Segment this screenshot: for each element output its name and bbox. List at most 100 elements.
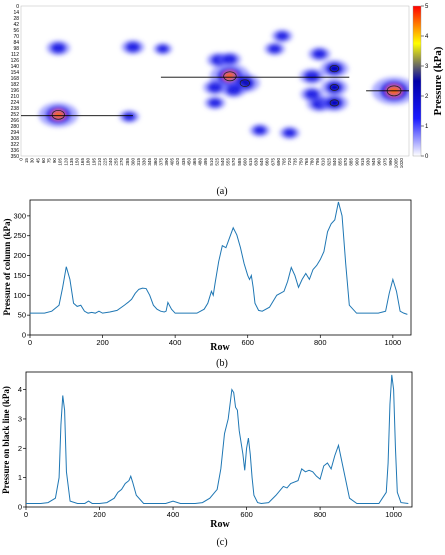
- heatmap-y-tick-label: 252: [11, 112, 20, 118]
- heatmap-core: [312, 49, 327, 59]
- heatmap-peak: [51, 109, 66, 120]
- heatmap-y-ticks: 0142842567084981121261401541681821962102…: [11, 4, 20, 160]
- heatmap-core: [275, 31, 289, 41]
- heatmap-core: [304, 89, 320, 100]
- heatmap-x-tick-label: 285: [125, 158, 130, 166]
- heatmap-y-tick-label: 350: [11, 154, 20, 160]
- heatmap-x-tick-label: 975: [382, 158, 387, 166]
- heatmap-x-tick-label: 555: [226, 158, 231, 166]
- heatmap-x-tick-label: 420: [175, 158, 180, 166]
- heatmap-x-tick-label: 495: [203, 158, 208, 166]
- heatmap-x-tick-label: 360: [153, 158, 158, 166]
- colorbar-tick-label: 5: [425, 4, 429, 10]
- heatmap-peak: [329, 65, 340, 73]
- x-tick-label: 600: [241, 338, 254, 347]
- heatmap-x-tick-label: 885: [349, 158, 354, 166]
- heatmap-core: [304, 70, 320, 82]
- heatmap-y-tick-label: 112: [11, 52, 19, 58]
- heatmap-x-tick-label: 225: [102, 158, 107, 166]
- x-tick-label: 800: [314, 338, 327, 347]
- heatmap-y-tick-label: 168: [11, 76, 20, 82]
- x-tick-label: 800: [314, 510, 327, 519]
- heatmap-x-tick-label: 315: [136, 158, 141, 166]
- heatmap-x-tick-label: 180: [86, 158, 91, 166]
- heatmap-x-tick-label: 570: [231, 158, 236, 166]
- heatmap-y-tick-label: 14: [13, 10, 19, 16]
- heatmap-x-ticks: 0 15 30 45 60 75 90 105 120 135 150 165 180 195 210 225…: [19, 158, 405, 169]
- heatmap-y-tick-label: 70: [13, 34, 19, 40]
- heatmap-x-tick-label: 30: [30, 158, 35, 164]
- heatmap-y-tick-label: 140: [11, 64, 20, 70]
- heatmap-spots: [38, 29, 409, 140]
- x-tick-label: 400: [167, 510, 180, 519]
- heatmap-x-tick-label: 150: [74, 158, 79, 166]
- heatmap-x-tick-label: 270: [119, 158, 124, 166]
- colorbar-label: Pressure (kPa): [432, 46, 444, 115]
- heatmap-x-tick-label: 675: [270, 158, 275, 166]
- y-tick-label: 0: [22, 331, 26, 340]
- heatmap-y-tick-label: 224: [11, 100, 20, 106]
- colorbar-ticks: 0 1 2 3 4 5: [421, 4, 429, 160]
- heatmap-core: [125, 42, 141, 53]
- x-tick-label: 200: [96, 338, 109, 347]
- heatmap-x-tick-label: 210: [97, 158, 102, 166]
- heatmap-core: [225, 84, 242, 96]
- heatmap-y-tick-label: 0: [16, 4, 19, 10]
- heatmap-x-tick-label: 345: [147, 158, 152, 166]
- heatmap-x-tick-label: 630: [254, 158, 259, 166]
- colorbar-tick-label: 2: [425, 94, 429, 100]
- plot-c-series-line: [26, 374, 409, 504]
- heatmap-x-tick-label: 600: [242, 158, 247, 166]
- heatmap-contour: [239, 79, 250, 87]
- heatmap-x-tick-label: 720: [287, 158, 292, 166]
- heatmap-y-tick-label: 42: [13, 22, 19, 28]
- heatmap-x-tick-label: 135: [69, 158, 74, 166]
- heatmap-core: [207, 82, 223, 93]
- heatmap-contour: [329, 99, 340, 107]
- heatmap-y-tick-label: 308: [11, 136, 20, 142]
- x-tick-label: 1000: [385, 510, 402, 519]
- y-tick-label: 1: [18, 473, 22, 482]
- heatmap-y-tick-label: 196: [11, 88, 20, 94]
- panel-a: 0142842567084981121261401541681821962102…: [11, 4, 444, 197]
- heatmap-peak: [329, 99, 340, 107]
- heatmap-x-tick-label: 330: [142, 158, 147, 166]
- heatmap-peak: [329, 84, 340, 91]
- heatmap-core: [268, 44, 282, 54]
- x-tick-label: 0: [28, 338, 32, 347]
- heatmap-y-tick-label: 210: [11, 94, 20, 100]
- heatmap-x-tick-label: 0: [19, 158, 24, 161]
- y-tick-label: 250: [13, 231, 26, 240]
- heatmap-y-tick-label: 280: [11, 124, 20, 130]
- heatmap-black-lines: [21, 76, 409, 117]
- heatmap-y-tick-label: 98: [13, 46, 19, 52]
- heatmap-x-tick-label: 300: [130, 158, 135, 166]
- plot-c-frame: [25, 371, 413, 508]
- heatmap-x-tick-label: 1005: [393, 158, 398, 169]
- heatmap-y-tick-label: 294: [11, 130, 20, 136]
- heatmap-x-tick-label: 945: [371, 158, 376, 166]
- heatmap-y-tick-label: 322: [11, 142, 20, 148]
- y-tick-label: 3: [18, 414, 22, 423]
- heatmap-core: [156, 44, 169, 54]
- heatmap-x-tick-label: 1020: [399, 158, 404, 169]
- heatmap-x-tick-label: 645: [259, 158, 264, 166]
- plot-c-xlabel: Row: [210, 519, 230, 530]
- colorbar-tick-label: 4: [425, 34, 429, 40]
- colorbar-tick-label: 3: [425, 64, 429, 70]
- colorbar: [412, 5, 422, 157]
- heatmap-x-tick-label: 870: [343, 158, 348, 166]
- plot-b-ylabel: Pressure of column (kPa): [2, 219, 12, 316]
- heatmap-x-tick-label: 465: [192, 158, 197, 166]
- heatmap-y-tick-label: 126: [11, 58, 20, 64]
- x-tick-label: 1000: [385, 338, 402, 347]
- heatmap-x-tick-label: 780: [310, 158, 315, 166]
- heatmap-x-tick-label: 450: [186, 158, 191, 166]
- y-tick-label: 0: [18, 503, 22, 512]
- x-tick-label: 0: [24, 510, 28, 519]
- heatmap-y-tick-label: 28: [13, 16, 19, 22]
- heatmap-y-tick-label: 266: [11, 118, 20, 124]
- y-tick-label: 150: [13, 271, 26, 280]
